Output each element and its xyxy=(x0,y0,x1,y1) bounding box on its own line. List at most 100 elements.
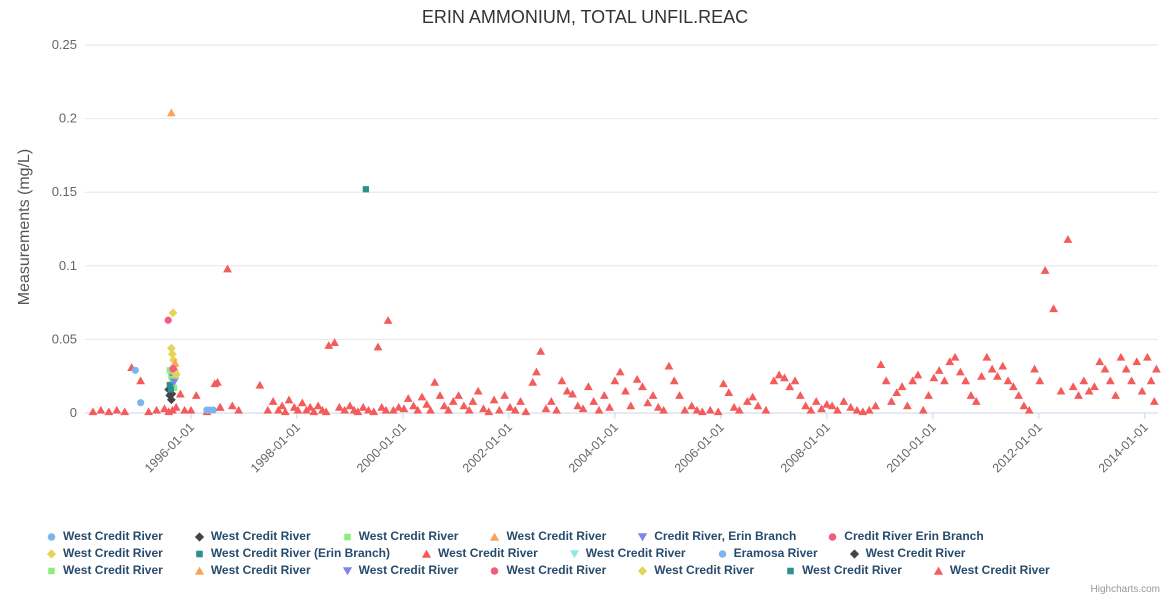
data-point[interactable] xyxy=(1014,391,1024,399)
legend-item[interactable]: West Credit River xyxy=(420,545,538,561)
data-point[interactable] xyxy=(505,402,515,411)
data-point[interactable] xyxy=(1049,304,1059,313)
data-point[interactable] xyxy=(801,401,811,410)
data-point[interactable] xyxy=(422,399,432,408)
data-point[interactable] xyxy=(473,386,483,395)
data-point[interactable] xyxy=(774,370,784,379)
data-point[interactable] xyxy=(268,397,278,405)
data-point[interactable] xyxy=(166,395,176,405)
data-point[interactable] xyxy=(982,352,992,361)
data-point[interactable] xyxy=(998,361,1008,370)
data-point[interactable] xyxy=(120,407,130,416)
data-point[interactable] xyxy=(849,548,859,559)
data-point[interactable] xyxy=(169,355,178,365)
data-point[interactable] xyxy=(144,407,153,416)
data-point[interactable] xyxy=(479,404,488,413)
data-point[interactable] xyxy=(521,407,531,416)
data-point[interactable] xyxy=(263,405,273,414)
data-point[interactable] xyxy=(171,402,181,411)
data-point[interactable] xyxy=(929,373,939,382)
data-point[interactable] xyxy=(748,392,758,401)
highcharts-credit[interactable]: Highcharts.com xyxy=(1090,584,1160,595)
data-point[interactable] xyxy=(324,341,334,349)
data-point[interactable] xyxy=(724,388,734,396)
data-point[interactable] xyxy=(131,366,139,374)
data-point[interactable] xyxy=(605,402,614,411)
data-point[interactable] xyxy=(638,565,648,576)
data-point[interactable] xyxy=(399,404,409,413)
data-point[interactable] xyxy=(468,397,478,405)
data-point[interactable] xyxy=(1095,357,1105,366)
data-point[interactable] xyxy=(993,372,1002,380)
data-point[interactable] xyxy=(839,397,849,405)
data-point[interactable] xyxy=(510,405,520,414)
data-point[interactable] xyxy=(961,376,971,385)
data-point[interactable] xyxy=(827,401,837,410)
data-point[interactable] xyxy=(632,374,642,383)
data-point[interactable] xyxy=(528,377,538,386)
data-point[interactable] xyxy=(568,389,577,398)
data-point[interactable] xyxy=(169,365,177,373)
data-point[interactable] xyxy=(713,407,723,416)
data-point[interactable] xyxy=(484,407,494,416)
data-point[interactable] xyxy=(194,566,204,575)
data-point[interactable] xyxy=(532,367,541,376)
data-point[interactable] xyxy=(448,397,458,405)
data-point[interactable] xyxy=(444,405,453,414)
data-point[interactable] xyxy=(610,376,620,385)
legend-item[interactable]: West Credit River xyxy=(488,562,606,578)
data-point[interactable] xyxy=(364,405,373,414)
data-point[interactable] xyxy=(1063,235,1073,243)
data-point[interactable] xyxy=(459,401,469,410)
data-point[interactable] xyxy=(383,316,393,324)
data-point[interactable] xyxy=(175,389,185,398)
data-point[interactable] xyxy=(664,361,674,370)
data-point[interactable] xyxy=(719,379,728,388)
data-point[interactable] xyxy=(340,405,350,414)
data-point[interactable] xyxy=(330,338,339,346)
data-point[interactable] xyxy=(430,377,440,386)
data-point[interactable] xyxy=(687,401,697,410)
data-point[interactable] xyxy=(1137,386,1147,395)
data-point[interactable] xyxy=(892,388,902,396)
data-point[interactable] xyxy=(362,186,369,193)
data-point[interactable] xyxy=(426,405,435,414)
data-point[interactable] xyxy=(829,532,837,541)
data-point[interactable] xyxy=(489,395,499,404)
data-point[interactable] xyxy=(1019,401,1029,410)
data-point[interactable] xyxy=(578,404,588,413)
data-point[interactable] xyxy=(569,549,579,558)
data-point[interactable] xyxy=(342,566,352,575)
data-point[interactable] xyxy=(104,407,114,416)
data-point[interactable] xyxy=(1068,382,1078,391)
data-point[interactable] xyxy=(705,405,715,414)
data-point[interactable] xyxy=(180,405,190,414)
data-point[interactable] xyxy=(562,386,572,395)
data-point[interactable] xyxy=(729,402,739,411)
data-point[interactable] xyxy=(648,391,658,399)
data-point[interactable] xyxy=(908,376,918,385)
data-point[interactable] xyxy=(573,401,583,410)
data-point[interactable] xyxy=(345,401,355,410)
data-point[interactable] xyxy=(769,376,779,385)
data-point[interactable] xyxy=(166,108,176,117)
data-point[interactable] xyxy=(940,376,949,385)
data-point[interactable] xyxy=(583,382,593,391)
data-point[interactable] xyxy=(160,404,169,413)
data-point[interactable] xyxy=(615,367,625,376)
legend-item[interactable]: West Credit River xyxy=(636,562,754,578)
data-point[interactable] xyxy=(373,342,383,351)
data-point[interactable] xyxy=(205,406,214,414)
data-point[interactable] xyxy=(881,376,891,385)
data-point[interactable] xyxy=(137,399,145,407)
data-point[interactable] xyxy=(1079,376,1089,385)
data-point[interactable] xyxy=(680,405,690,414)
legend-item[interactable]: Credit River, Erin Branch xyxy=(636,528,796,544)
data-point[interactable] xyxy=(846,402,856,411)
data-point[interactable] xyxy=(334,402,344,411)
data-point[interactable] xyxy=(47,532,56,541)
data-point[interactable] xyxy=(1056,386,1066,395)
data-point[interactable] xyxy=(1084,386,1094,395)
data-point[interactable] xyxy=(490,532,500,541)
data-point[interactable] xyxy=(780,373,789,382)
